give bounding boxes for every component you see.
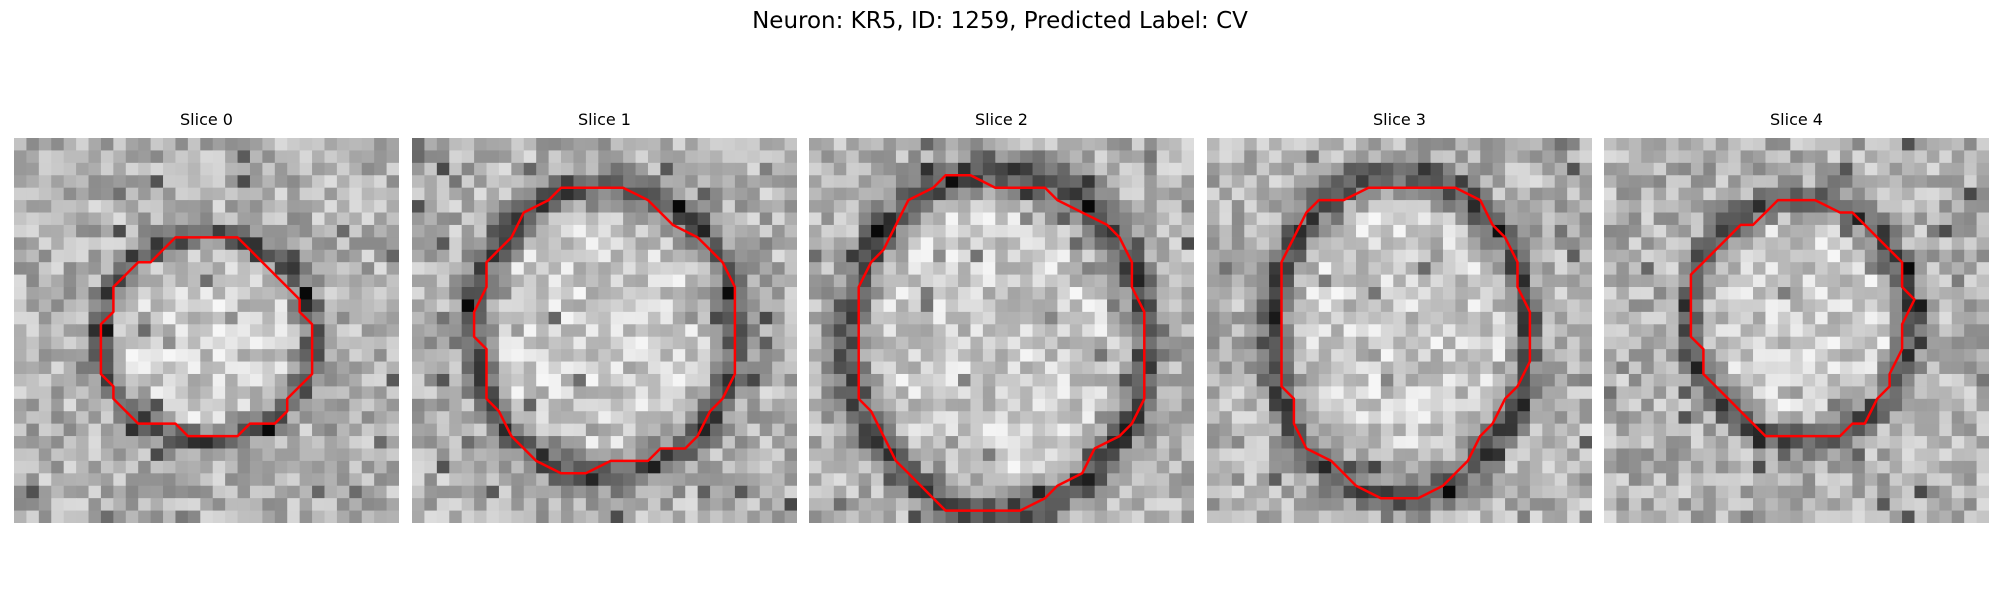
slice-image-0 <box>14 138 399 523</box>
slice-title-4: Slice 4 <box>1604 108 1989 132</box>
slice-image-4 <box>1604 138 1989 523</box>
slice-panel-2: Slice 2 <box>809 108 1194 523</box>
slice-title-3: Slice 3 <box>1207 108 1592 132</box>
slice-image-1 <box>412 138 797 523</box>
slice-image-3 <box>1207 138 1592 523</box>
slice-title-1: Slice 1 <box>412 108 797 132</box>
slice-title-0: Slice 0 <box>14 108 399 132</box>
figure-title: Neuron: KR5, ID: 1259, Predicted Label: … <box>0 8 2000 34</box>
slice-panel-4: Slice 4 <box>1604 108 1989 523</box>
slice-title-2: Slice 2 <box>809 108 1194 132</box>
slice-panel-1: Slice 1 <box>412 108 797 523</box>
slice-panel-3: Slice 3 <box>1207 108 1592 523</box>
slice-panel-0: Slice 0 <box>14 108 399 523</box>
slice-image-2 <box>809 138 1194 523</box>
